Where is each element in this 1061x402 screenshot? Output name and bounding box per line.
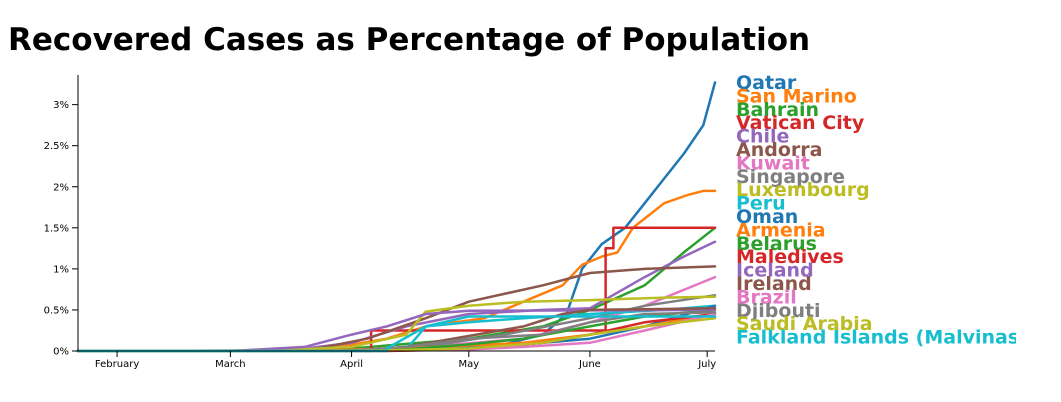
legend-entry: Kuwait [736,152,810,174]
series-line-chile [76,240,717,353]
legend-entry: Luxembourg [736,179,870,201]
y-tick-label: 1% [53,264,69,275]
legend-entry: San Marino [736,85,857,107]
legend-entry: Ireland [736,273,812,295]
series-line-kuwait [76,275,717,353]
y-tick-label: 1.5% [44,223,69,234]
legend-entry: Vatican City [736,112,865,134]
legend-entry: Bahrain [736,99,819,121]
y-tick-label: 3% [53,100,69,111]
legend-entry: Qatar [736,72,797,94]
y-tick-label: 2% [53,182,69,193]
legend-entry: Peru [736,193,786,215]
y-tick-label: 0% [53,347,69,358]
x-tick-label: May [458,359,479,370]
x-tick-label: February [95,359,139,370]
legend-entry: Andorra [736,139,822,161]
legend-entry: Iceland [736,260,814,282]
x-axis: February March April May June July [78,350,716,370]
legend-entry: Maledives [736,246,844,268]
legend-entry: Belarus [736,233,817,255]
x-tick-label: July [697,359,716,370]
legend-entry: Falkland Islands (Malvinas) [736,327,1028,349]
legend-entry: Singapore [736,166,845,188]
series-line-san-marino [76,189,717,353]
legend-entry: Djibouti [736,300,821,322]
x-tick-label: June [578,359,601,370]
chart-title: Recovered Cases as Percentage of Populat… [8,22,811,58]
x-tick-label: April [340,359,363,370]
legend-entry: Chile [736,126,789,148]
x-tick-label: March [215,359,245,370]
legend-entry: Brazil [736,286,797,308]
series-layer [76,81,717,353]
legend-entry: Saudi Arabia [736,313,873,335]
y-tick-label: 0.5% [44,305,69,316]
legend-entry: Armenia [736,219,826,241]
legend-entry: Oman [736,206,798,228]
y-axis: 0% 0.5% 1% 1.5% 2% 2.5% 3% [44,75,79,358]
series-line-luxembourg [76,295,717,353]
y-tick-label: 2.5% [44,141,69,152]
series-line-vatican-city [76,226,717,353]
